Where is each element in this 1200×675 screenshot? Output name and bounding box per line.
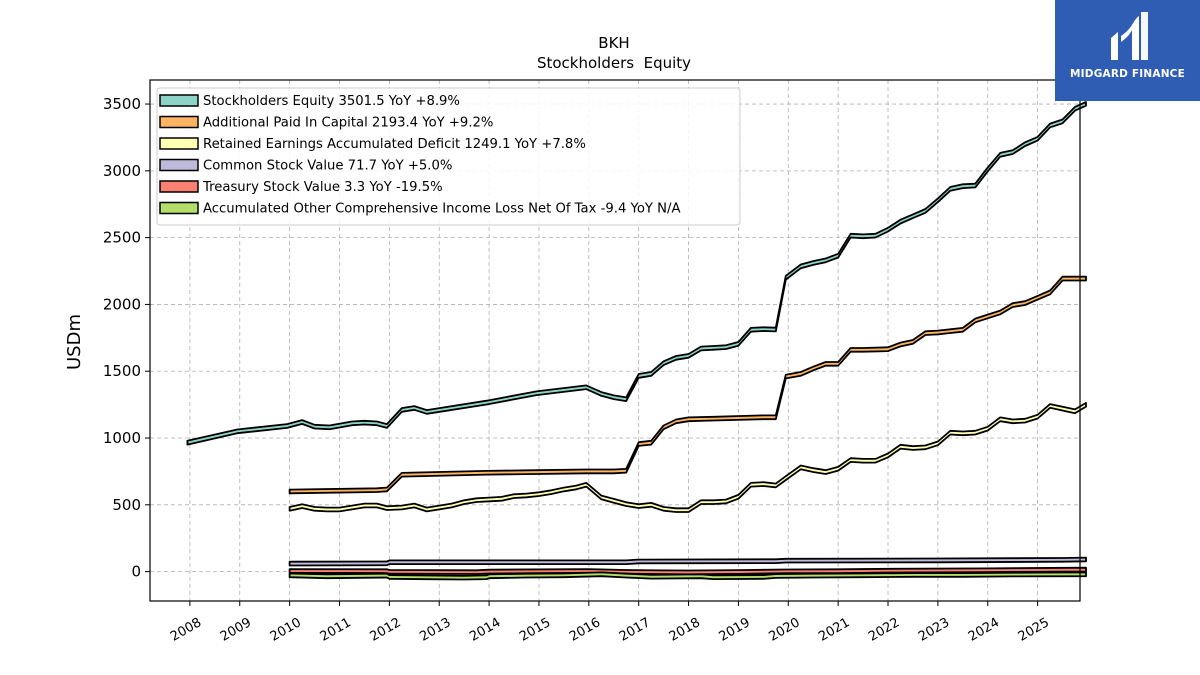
series-band-0 (186, 101, 1087, 446)
plot-frame (149, 79, 1081, 602)
y-tick-label: 500 (112, 496, 141, 514)
legend-label-3: Common Stock Value 71.7 YoY +5.0% (203, 159, 452, 174)
legend-box (156, 87, 741, 226)
y-tick-label: 1500 (103, 362, 141, 380)
y-tick-label: 3000 (103, 162, 141, 180)
legend-swatch-0 (159, 94, 199, 107)
legend-label-4: Treasury Stock Value 3.3 YoY -19.5% (202, 180, 443, 195)
series-band-1 (288, 275, 1087, 495)
legend-swatch-5 (159, 201, 199, 215)
series-band-5 (288, 571, 1087, 581)
legend-label-0: Stockholders Equity 3501.5 YoY +8.9% (203, 94, 460, 109)
chart-subtitle: Stockholders Equity (537, 54, 691, 72)
legend-swatch-2 (159, 137, 199, 150)
y-tick-label: 2500 (103, 229, 141, 247)
legend-swatch-4 (159, 180, 199, 193)
logo-mark-icon (1111, 12, 1148, 60)
legend: Stockholders Equity 3501.5 YoY +8.9% Addi… (156, 87, 741, 226)
logo-text: MIDGARD FINANCE (1070, 68, 1185, 80)
legend-label-5: Accumulated Other Comprehensive Income L… (203, 202, 681, 217)
y-tick-label: 1000 (103, 429, 141, 447)
legend-label-1: Additional Paid In Capital 2193.4 YoY +9… (203, 116, 493, 131)
legend-swatch-3 (159, 158, 199, 172)
chart-title: BKH (598, 34, 629, 52)
series-band-3 (288, 556, 1087, 567)
legend-swatch-1 (159, 115, 199, 129)
brand-logo: MIDGARD FINANCE (1055, 0, 1200, 101)
y-tick-label: 3500 (103, 95, 141, 113)
legend-label-2: Retained Earnings Accumulated Deficit 12… (203, 137, 586, 152)
y-tick-label: 0 (131, 563, 141, 581)
y-tick-label: 2000 (103, 295, 141, 313)
y-axis-label: USDm (64, 314, 85, 370)
series-band-2 (288, 401, 1087, 513)
